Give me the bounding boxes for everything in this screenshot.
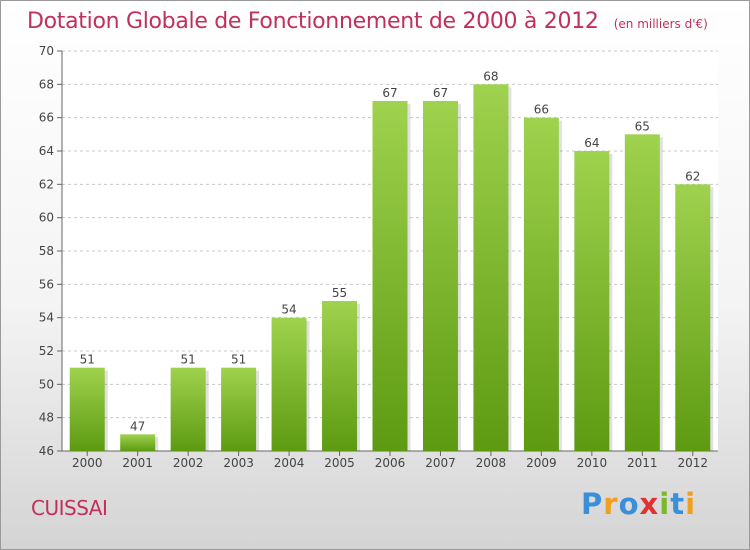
logo-letter: r <box>603 487 619 521</box>
x-tick-label: 2008 <box>476 456 507 470</box>
commune-name: CUISSAI <box>31 496 108 520</box>
logo-letter: o <box>618 487 640 521</box>
bar <box>221 367 257 451</box>
x-tick-label: 2011 <box>627 456 658 470</box>
y-tick-label: 64 <box>39 144 54 158</box>
logo-letter: t <box>670 487 686 521</box>
bar <box>170 367 206 451</box>
data-label: 67 <box>382 86 397 100</box>
logo-letter: i <box>659 487 671 521</box>
bar <box>271 317 307 451</box>
title-block: Dotation Globale de Fonctionnement de 20… <box>27 9 708 34</box>
y-tick-label: 62 <box>39 177 54 191</box>
data-label: 62 <box>685 169 700 183</box>
x-tick-label: 2007 <box>425 456 456 470</box>
chart-title: Dotation Globale de Fonctionnement de 20… <box>27 9 599 34</box>
y-tick-label: 60 <box>39 211 54 225</box>
bar <box>675 184 711 452</box>
y-tick-label: 68 <box>39 77 54 91</box>
x-tick-label: 2002 <box>173 456 204 470</box>
y-tick-label: 50 <box>39 377 54 391</box>
data-label: 51 <box>80 353 95 367</box>
x-tick-label: 2001 <box>122 456 153 470</box>
proxiti-logo: Proxiti <box>581 487 696 521</box>
data-label: 66 <box>534 103 549 117</box>
data-label: 68 <box>483 69 498 83</box>
y-tick-label: 48 <box>39 411 54 425</box>
data-label: 51 <box>231 353 246 367</box>
x-tick-label: 2009 <box>526 456 557 470</box>
chart-unit: (en milliers d'€) <box>613 17 708 31</box>
bar <box>120 434 156 451</box>
data-label: 55 <box>332 286 347 300</box>
logo-letter: i <box>685 487 697 521</box>
y-tick-label: 58 <box>39 244 54 258</box>
bar <box>523 117 559 452</box>
x-tick-label: 2004 <box>274 456 305 470</box>
data-label: 54 <box>281 303 296 317</box>
bar <box>473 84 509 451</box>
y-tick-label: 46 <box>39 444 54 458</box>
logo-letter: x <box>639 487 660 521</box>
bar <box>422 101 458 451</box>
x-tick-label: 2006 <box>375 456 406 470</box>
x-tick-label: 2003 <box>223 456 254 470</box>
x-tick-label: 2000 <box>72 456 103 470</box>
y-tick-label: 66 <box>39 111 54 125</box>
bar <box>372 101 408 451</box>
data-label: 51 <box>181 353 196 367</box>
bar <box>574 151 610 451</box>
bar <box>624 134 660 452</box>
data-label: 67 <box>433 86 448 100</box>
bar <box>322 301 358 451</box>
y-tick-label: 56 <box>39 277 54 291</box>
x-tick-label: 2005 <box>324 456 355 470</box>
logo-letter: P <box>581 487 604 521</box>
bar <box>69 367 105 451</box>
y-tick-label: 70 <box>39 44 54 58</box>
data-label: 64 <box>584 136 599 150</box>
x-tick-label: 2010 <box>577 456 608 470</box>
y-tick-label: 54 <box>39 311 54 325</box>
x-tick-label: 2012 <box>677 456 708 470</box>
data-label: 47 <box>130 419 145 433</box>
y-tick-label: 52 <box>39 344 54 358</box>
data-label: 65 <box>635 119 650 133</box>
